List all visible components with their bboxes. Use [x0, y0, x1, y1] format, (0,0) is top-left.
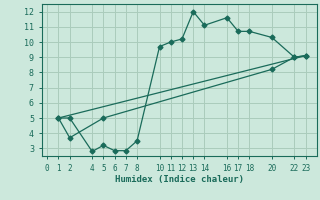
X-axis label: Humidex (Indice chaleur): Humidex (Indice chaleur) — [115, 175, 244, 184]
